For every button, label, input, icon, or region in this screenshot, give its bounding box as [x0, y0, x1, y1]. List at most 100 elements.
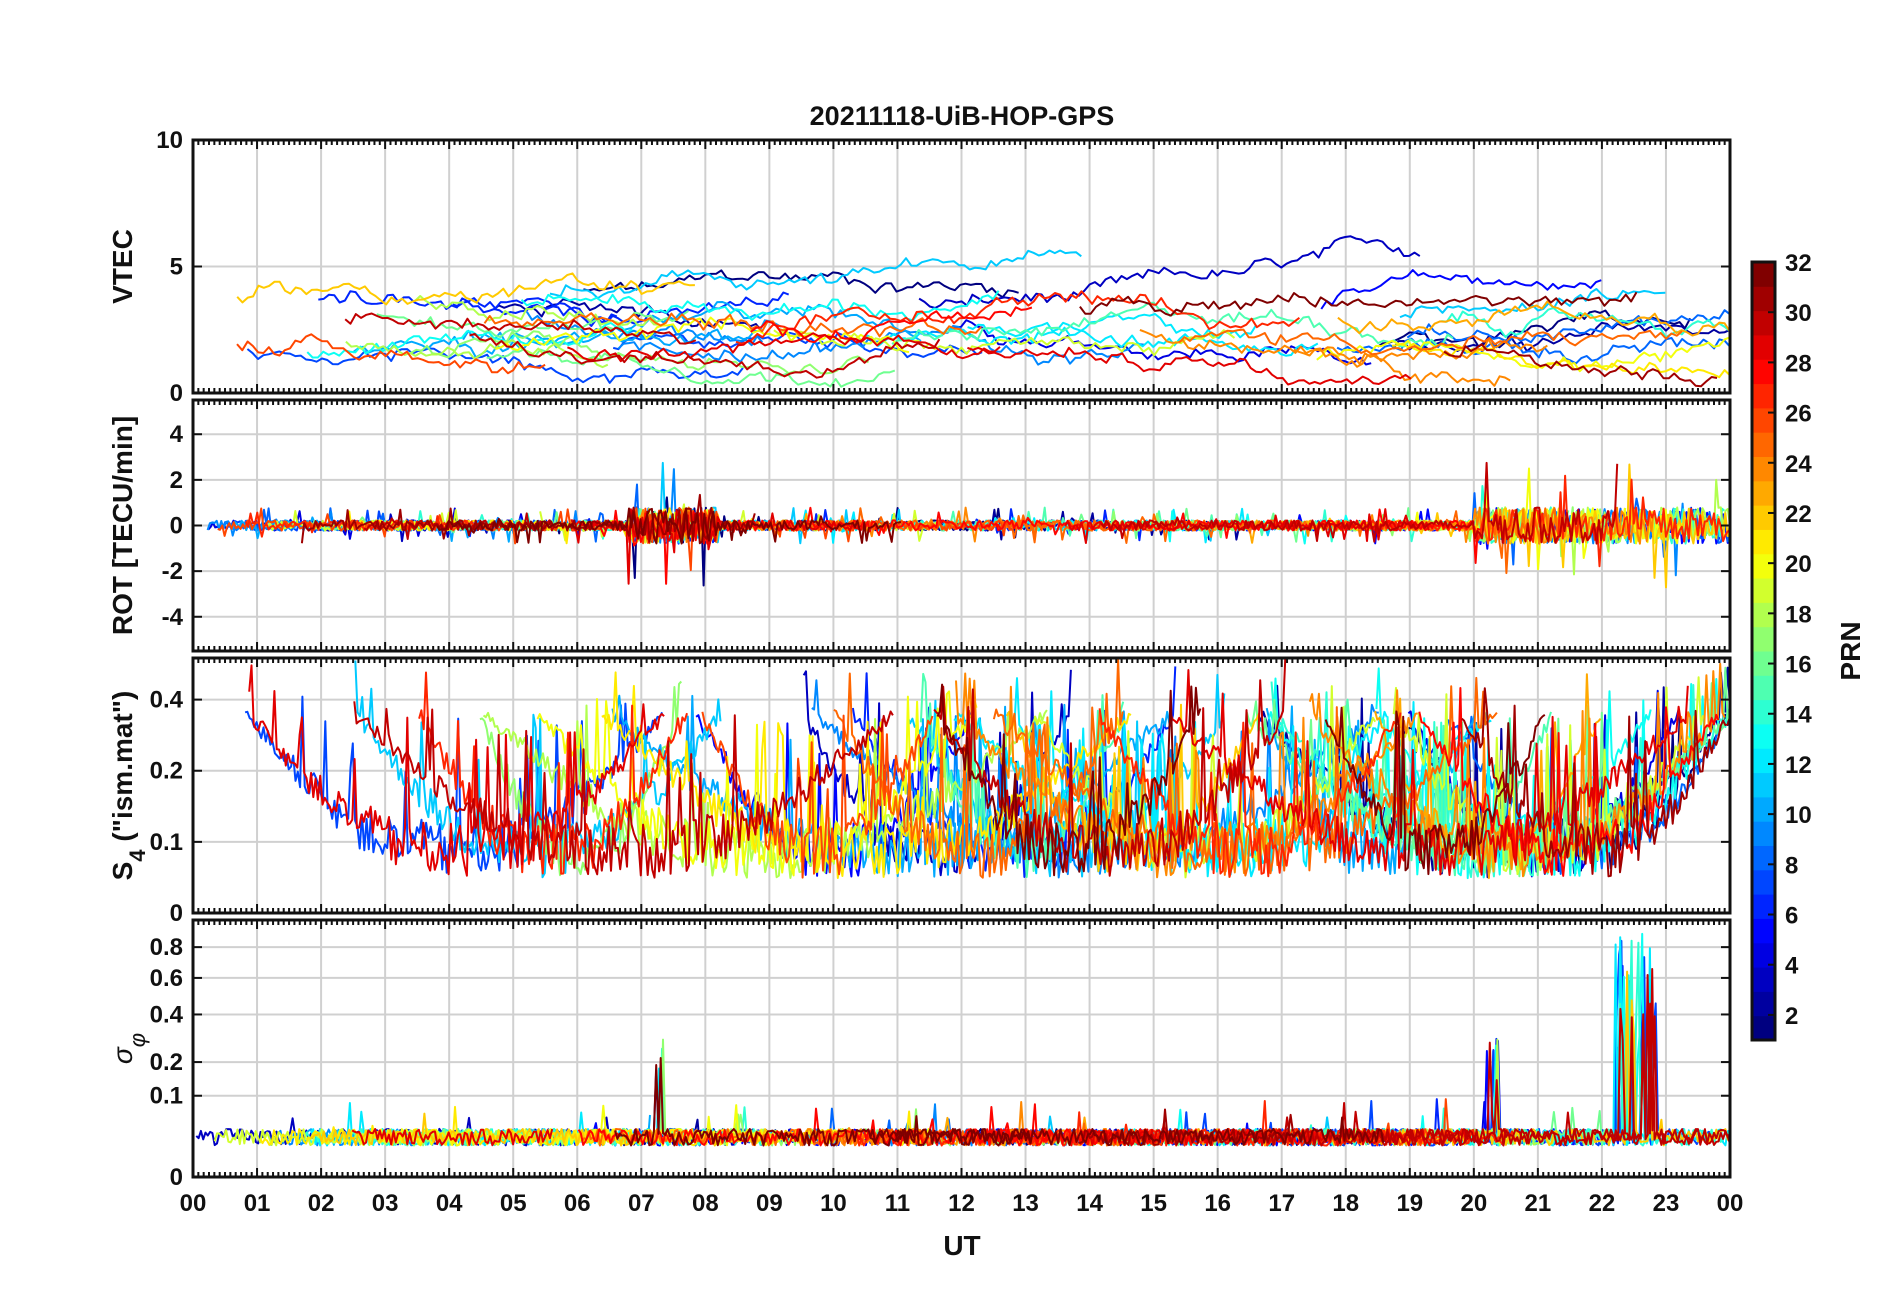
colorbar-swatch — [1752, 480, 1775, 506]
series-prn-3 — [918, 235, 1421, 309]
series-prn-32 — [869, 1116, 1385, 1147]
series-prn-11 — [566, 461, 907, 545]
y-tick-label: 0 — [170, 513, 183, 540]
series-prn-32 — [936, 683, 1202, 877]
colorbar-tick-label: 32 — [1785, 250, 1812, 277]
y-tick-label: 0.2 — [150, 1049, 183, 1076]
series-prn-18 — [414, 295, 660, 327]
series-prn-26 — [701, 711, 934, 879]
colorbar-swatch — [1752, 262, 1775, 287]
series-prn-13 — [520, 290, 1000, 322]
x-tick-label: 00 — [180, 1190, 207, 1217]
colorbar-frame — [1750, 260, 1777, 1042]
colorbar-tick-label: 30 — [1785, 300, 1812, 327]
series-prn-18 — [345, 339, 609, 369]
colorbar-swatch — [1752, 723, 1775, 749]
colorbar-swatch — [1752, 967, 1775, 992]
series-prn-22 — [236, 272, 695, 306]
x-tick-label: 18 — [1332, 1190, 1359, 1217]
series-group — [206, 461, 1731, 589]
series-prn-8 — [221, 483, 654, 543]
panel-s4: 0 0.1 0.2 0.4S4 ("ism.mat") — [107, 656, 1732, 927]
series-prn-27 — [735, 290, 1301, 345]
colorbar-swatch — [1752, 383, 1775, 409]
colorbar-swatch — [1752, 626, 1775, 652]
y-tick-label: 0 — [170, 900, 183, 927]
series-prn-20 — [495, 316, 910, 354]
series-prn-20 — [1316, 336, 1731, 373]
series-prn-27 — [418, 671, 688, 875]
series-prn-24 — [1293, 347, 1511, 387]
series-prn-14 — [1441, 307, 1731, 339]
y-tick-label: 0.2 — [150, 758, 183, 785]
series-prn-27 — [851, 1100, 1385, 1147]
colorbar-swatch — [1752, 942, 1775, 968]
series-prn-28 — [573, 506, 1002, 585]
series-prn-11 — [1399, 288, 1666, 319]
series-prn-22 — [1280, 463, 1731, 589]
colorbar-swatch — [1752, 359, 1775, 385]
y-tick-label: 0.6 — [150, 965, 183, 992]
x-tick-label: 02 — [308, 1190, 335, 1217]
colorbar-tick-label: 4 — [1785, 953, 1799, 980]
series-prn-13 — [1115, 932, 1651, 1147]
x-tick-label: 11 — [885, 1190, 910, 1217]
x-tick-label: 22 — [1589, 1190, 1616, 1217]
series-prn-8 — [1406, 309, 1731, 344]
series-prn-6 — [452, 291, 790, 327]
colorbar-swatch — [1752, 675, 1775, 701]
y-tick-label: 4 — [170, 421, 184, 448]
colorbar-swatch — [1752, 845, 1775, 871]
colorbar-swatch — [1752, 578, 1775, 603]
series-prn-6 — [318, 290, 618, 324]
colorbar-swatch — [1752, 432, 1775, 457]
series-prn-31 — [1443, 343, 1718, 388]
colorbar-swatch — [1752, 456, 1775, 482]
colorbar-swatch — [1752, 821, 1775, 846]
series-prn-18 — [482, 704, 1048, 879]
x-tick-label: 13 — [1012, 1190, 1039, 1217]
series-prn-29 — [351, 1128, 554, 1147]
series-prn-25 — [992, 676, 1498, 878]
x-tick-label: 05 — [500, 1190, 527, 1217]
colorbar-tick-label: 6 — [1785, 903, 1798, 930]
colorbar-swatch — [1752, 286, 1775, 312]
series-prn-27 — [1098, 708, 1402, 878]
y-tick-label: 0.8 — [150, 934, 183, 961]
colorbar-tick-label: 22 — [1785, 501, 1812, 528]
series-prn-10 — [462, 319, 782, 347]
colorbar-swatch — [1752, 651, 1775, 676]
colorbar-swatch — [1752, 918, 1775, 944]
colorbar-tick-label: 24 — [1785, 451, 1812, 478]
series-group — [244, 657, 1731, 880]
x-tick-label: 08 — [692, 1190, 719, 1217]
colorbar-tick-label: 28 — [1785, 350, 1812, 377]
x-tick-label: 07 — [628, 1190, 655, 1217]
series-prn-30 — [933, 657, 1287, 877]
colorbar-swatch — [1752, 894, 1775, 919]
colorbar-tick-label: 2 — [1785, 1003, 1798, 1030]
colorbar-tick-label: 14 — [1785, 702, 1812, 729]
panel-rot: -4 -2 0 2 4 ROT [TECU/min] — [107, 398, 1732, 653]
colorbar-swatch — [1752, 602, 1775, 628]
series-prn-25 — [1178, 328, 1683, 356]
x-tick-label: 14 — [1076, 1190, 1103, 1217]
series-prn-29 — [248, 664, 665, 877]
colorbar-swatch — [1752, 869, 1775, 895]
colorbar-swatch — [1752, 310, 1775, 336]
x-tick-label: 04 — [436, 1190, 463, 1217]
series-prn-11 — [549, 249, 1082, 300]
series-prn-5 — [1320, 269, 1602, 310]
colorbar-swatch — [1752, 991, 1775, 1017]
colorbar-tick-label: 26 — [1785, 401, 1812, 428]
x-tick-label: 23 — [1653, 1190, 1680, 1217]
y-tick-label: -2 — [162, 558, 183, 585]
series-prn-30 — [469, 332, 941, 379]
x-tick-label: 03 — [372, 1190, 399, 1217]
colorbar-tick-label: 12 — [1785, 752, 1812, 779]
series-prn-31 — [300, 493, 756, 544]
x-axis-label: UT — [943, 1230, 980, 1261]
y-axis-label-rot: ROT [TECU/min] — [107, 416, 138, 635]
